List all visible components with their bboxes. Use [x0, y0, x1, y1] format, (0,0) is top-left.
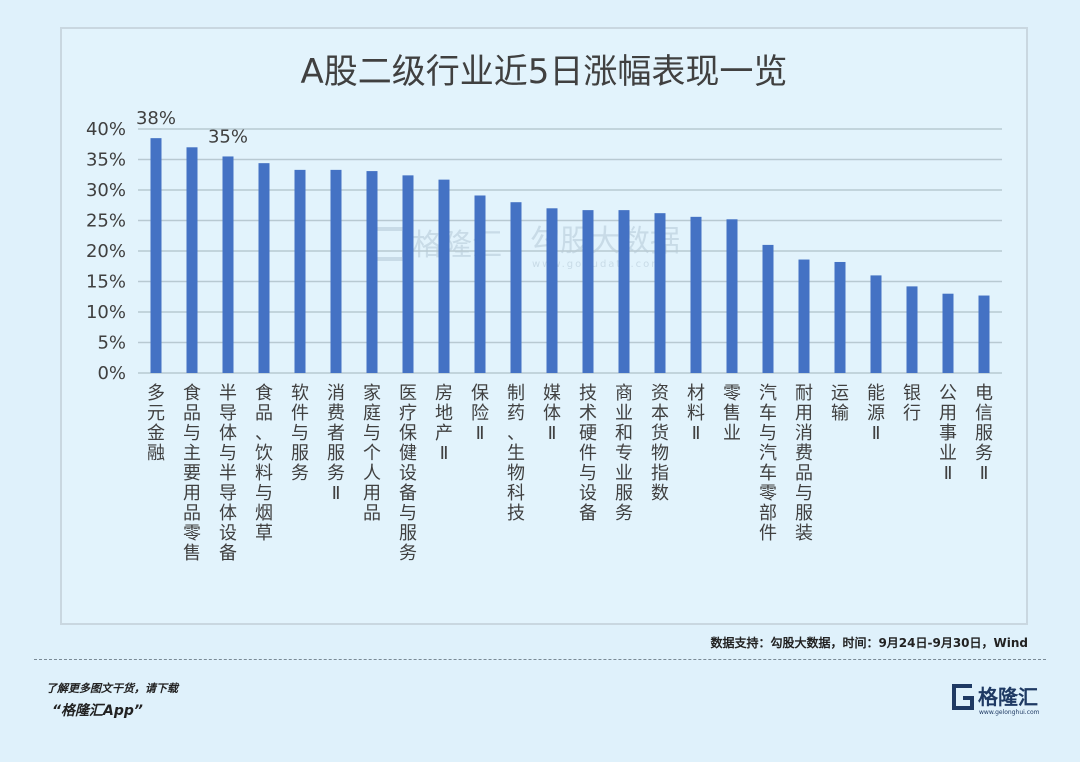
bar: [726, 219, 738, 373]
y-tick-label: 25%: [86, 211, 126, 232]
chart-frame: A股二级行业近5日涨幅表现一览 格隆汇 勾股大数据 www.gogudata.c…: [60, 27, 1028, 625]
category-label: 公用事业 Ⅱ: [939, 383, 957, 484]
bar: [870, 275, 882, 373]
category-label: 消费者服务 Ⅱ: [327, 383, 345, 504]
logo-g-icon: [952, 684, 974, 710]
category-label: 媒体 Ⅱ: [543, 383, 561, 444]
bar: [906, 286, 918, 373]
bar: [438, 179, 450, 373]
category-label: 制药、生物科技: [507, 383, 525, 524]
category-label: 家庭与个人用品: [363, 383, 381, 524]
bar: [690, 216, 702, 373]
category-label: 银行: [903, 383, 921, 424]
bar-chart: A股二级行业近5日涨幅表现一览 格隆汇 勾股大数据 www.gogudata.c…: [86, 52, 1002, 564]
bar: [150, 138, 162, 373]
bar: [222, 156, 234, 373]
promo-app-name: “格隆汇App”: [52, 703, 143, 719]
y-tick-label: 5%: [97, 333, 126, 354]
logo-text: 格隆汇: [978, 685, 1038, 709]
category-label: 食品、饮料与烟草: [255, 383, 273, 544]
category-label: 保险 Ⅱ: [471, 383, 489, 444]
category-label: 资本货物指数: [651, 383, 669, 504]
y-tick-label: 15%: [86, 272, 126, 293]
category-label: 耐用消费品与服装: [795, 383, 813, 544]
source-note: 数据支持：勾股大数据，时间：9月24日-9月30日，Wind: [710, 636, 1028, 650]
bar: [798, 259, 810, 373]
data-label: 35%: [208, 126, 248, 147]
grid-lines: [138, 128, 1002, 374]
watermark-url: www.gogudata.com: [532, 259, 663, 270]
y-tick-label: 10%: [86, 302, 126, 323]
bar: [294, 169, 306, 373]
bar: [942, 293, 954, 373]
category-label: 医疗保健设备与服务: [399, 383, 417, 564]
category-label: 材料 Ⅱ: [687, 383, 705, 444]
y-tick-label: 0%: [97, 363, 126, 384]
y-tick-label: 40%: [86, 119, 126, 140]
y-tick-label: 35%: [86, 150, 126, 171]
bar: [546, 208, 558, 373]
category-label: 半导体与半导体设备: [219, 383, 237, 564]
bar: [330, 169, 342, 373]
brand-logo: 格隆汇 www.gelonghui.com: [952, 684, 1040, 716]
category-label: 电信服务 Ⅱ: [975, 383, 993, 484]
y-axis-ticks: 0% 5% 10% 15% 20% 25% 30% 35% 40%: [86, 119, 126, 384]
category-label: 运输: [831, 383, 849, 424]
bar: [186, 147, 198, 373]
bar: [258, 163, 270, 373]
category-label: 汽车与汽车零部件: [759, 383, 777, 544]
bar: [474, 195, 486, 373]
category-label: 房地产 Ⅱ: [435, 383, 453, 464]
chart-title: A股二级行业近5日涨幅表现一览: [301, 52, 788, 92]
bars: [150, 138, 990, 373]
y-tick-label: 20%: [86, 241, 126, 262]
category-label: 商业和专业服务: [615, 383, 633, 524]
logo-sub: www.gelonghui.com: [979, 709, 1040, 716]
category-label: 零售业: [723, 383, 741, 444]
category-label: 能源 Ⅱ: [867, 383, 885, 444]
category-label: 技术硬件与设备: [579, 383, 597, 524]
bar: [762, 244, 774, 373]
bar: [618, 210, 630, 373]
y-tick-label: 30%: [86, 180, 126, 201]
bar: [582, 210, 594, 373]
bar: [978, 295, 990, 373]
category-label: 食品与主要用品零售: [183, 383, 201, 564]
data-labels: 38% 35%: [136, 108, 248, 147]
watermark-logo-icon: [372, 227, 406, 261]
bar: [510, 202, 522, 373]
category-label: 软件与服务: [291, 383, 309, 484]
promo-text: 了解更多图文干货，请下载: [46, 682, 178, 695]
divider: [34, 659, 1046, 660]
bar: [366, 171, 378, 373]
watermark: 格隆汇 勾股大数据 www.gogudata.com: [372, 224, 680, 270]
bar: [834, 261, 846, 373]
bar: [654, 213, 666, 373]
watermark-brand: 格隆汇: [412, 228, 502, 263]
category-labels: 多元金融食品与主要用品零售半导体与半导体设备食品、饮料与烟草软件与服务消费者服务…: [147, 383, 993, 564]
category-label: 多元金融: [147, 383, 165, 464]
data-label: 38%: [136, 108, 176, 129]
bar: [402, 175, 414, 373]
